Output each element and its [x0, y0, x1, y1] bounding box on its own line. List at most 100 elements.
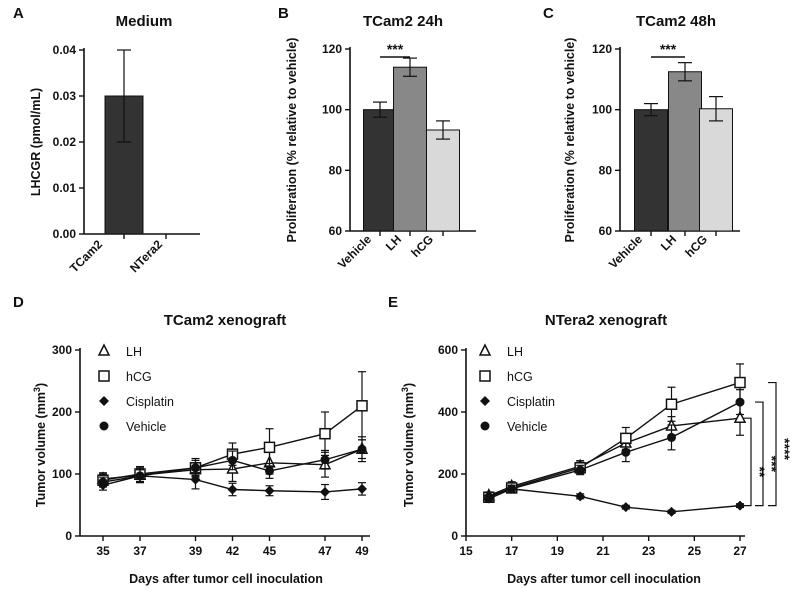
square-marker	[263, 441, 276, 454]
diamond-marker	[227, 484, 238, 495]
diamond-marker	[480, 396, 490, 406]
diamond-marker	[666, 506, 677, 517]
circle-marker	[191, 463, 200, 473]
y-tick-label: 120	[322, 42, 342, 56]
significance-bracket	[755, 401, 764, 507]
triangle-marker	[478, 343, 492, 356]
significance-label: **	[752, 466, 768, 477]
significance-label: ***	[387, 41, 404, 57]
circle-marker	[228, 455, 237, 465]
significance-bracket	[768, 381, 777, 507]
circle-marker	[99, 421, 109, 431]
chart-title: NTera2 xenograft	[545, 312, 667, 329]
legend-label: hCG	[507, 370, 533, 384]
x-tick-label: 27	[733, 544, 747, 558]
square-marker	[98, 370, 110, 382]
circle-marker	[667, 432, 676, 442]
panel-label: A	[13, 5, 24, 22]
panel-e: E NTera2 xenograft Tumor volume (mm3) Days …	[388, 294, 793, 586]
x-tick-label: hCG	[682, 232, 710, 260]
series-vehicle	[98, 436, 367, 488]
triangle-marker	[97, 343, 111, 356]
diamond-marker	[735, 500, 745, 511]
x-tick-label: 17	[505, 544, 519, 558]
circle-marker	[480, 421, 490, 431]
legend-label: hCG	[126, 370, 152, 384]
x-tick-label: 21	[596, 544, 610, 558]
x-tick-label: 25	[688, 544, 702, 558]
panel-label: C	[543, 5, 554, 22]
y-tick-label: 100	[592, 103, 612, 117]
x-tick-label: 49	[355, 544, 369, 558]
significance-bracket	[743, 417, 752, 507]
y-tick-label: 120	[592, 42, 612, 56]
circle-marker	[135, 471, 145, 481]
x-tick-label: hCG	[408, 232, 436, 260]
panel-label: D	[13, 294, 24, 311]
x-tick-label: LH	[383, 232, 404, 253]
square-marker	[356, 400, 368, 412]
panel-a: A Medium LHCGR (pmol/mL) 0.00 0.01 0.02 0.03 0.…	[13, 5, 200, 275]
triangle-marker	[733, 410, 747, 423]
legend-label: LH	[507, 345, 523, 359]
legend-label: Vehicle	[126, 420, 166, 434]
legend-label: Cisplatin	[126, 395, 174, 409]
square-marker	[665, 398, 678, 410]
panel-d: D TCam2 xenograft Tumor volume (mm3) Days a…	[13, 294, 370, 586]
y-tick-label: 0	[451, 529, 458, 543]
circle-marker	[265, 466, 274, 476]
series-cisplatin	[483, 483, 745, 517]
y-tick-label: 60	[329, 224, 343, 238]
square-marker	[479, 370, 491, 382]
chart-title: TCam2 24h	[363, 13, 443, 30]
chart-title: Medium	[116, 13, 173, 30]
y-tick-label: 0.01	[53, 181, 77, 195]
chart-title: TCam2 48h	[636, 13, 716, 30]
circle-marker	[98, 477, 108, 487]
x-axis-label: Days after tumor cell inoculation	[507, 572, 701, 586]
significance-label: ****	[777, 438, 793, 460]
x-tick-label: 47	[318, 544, 332, 558]
panel-b: B TCam2 24h Proliferation (% relative to v…	[278, 5, 476, 271]
x-tick-label: 39	[189, 544, 203, 558]
y-tick-label: 400	[438, 405, 458, 419]
circle-marker	[507, 484, 517, 494]
diamond-marker	[320, 486, 330, 497]
circle-marker	[621, 447, 631, 457]
y-tick-label: 80	[599, 163, 613, 177]
y-tick-label: 200	[52, 405, 72, 419]
diamond-marker	[357, 483, 367, 494]
bar	[634, 109, 668, 232]
series-line	[488, 488, 741, 513]
x-tick-label: 37	[133, 544, 147, 558]
x-axis-label: Days after tumor cell inoculation	[129, 572, 323, 586]
y-axis-label: LHCGR (pmol/mL)	[29, 88, 43, 196]
panel-label: B	[278, 5, 289, 22]
bar	[363, 109, 397, 232]
x-tick-label: 19	[551, 544, 565, 558]
y-tick-label: 0.04	[53, 43, 77, 57]
square-marker	[319, 427, 331, 440]
y-tick-label: 60	[599, 224, 613, 238]
series-vehicle	[484, 389, 745, 504]
y-tick-label: 0	[65, 529, 72, 543]
x-tick-label: 45	[263, 544, 277, 558]
x-tick-label: LH	[658, 232, 679, 253]
x-tick-label: NTera2	[127, 237, 165, 275]
diamond-marker	[264, 485, 275, 496]
circle-marker	[357, 444, 367, 454]
bar	[426, 129, 460, 232]
y-tick-label: 0.02	[53, 135, 77, 149]
circle-marker	[575, 465, 585, 475]
significance-label: ***	[660, 41, 677, 57]
legend-label: Vehicle	[507, 420, 547, 434]
y-tick-label: 600	[438, 343, 458, 357]
y-axis-label: Proliferation (% relative to vehicle)	[285, 38, 299, 243]
y-axis-label: Tumor volume (mm3)	[32, 383, 48, 507]
circle-marker	[735, 397, 745, 407]
y-axis-label: Proliferation (% relative to vehicle)	[563, 38, 577, 243]
diamond-marker	[575, 491, 586, 502]
circle-marker	[320, 455, 330, 465]
bar	[393, 66, 427, 232]
bar	[668, 71, 702, 232]
